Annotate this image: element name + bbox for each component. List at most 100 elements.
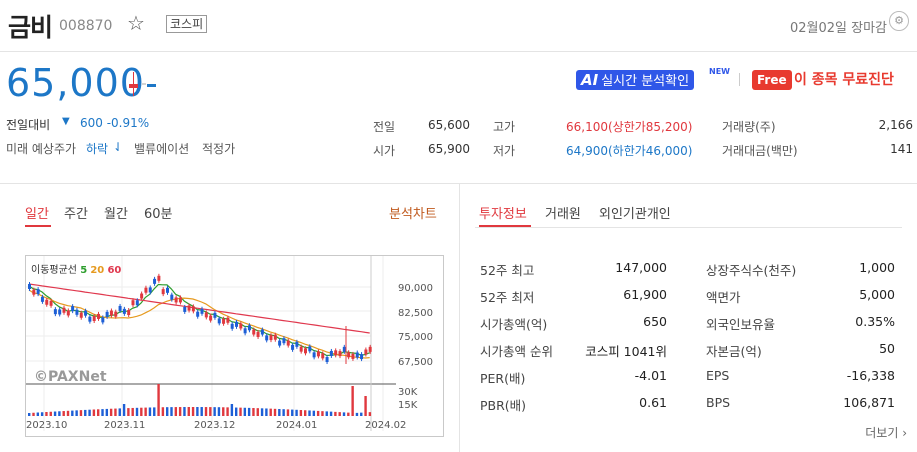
candle-body — [49, 300, 53, 306]
tab-invest-info[interactable]: 투자정보 — [479, 207, 527, 222]
volume-bar — [200, 407, 203, 416]
candle-body — [308, 346, 312, 352]
volume-bar — [79, 410, 83, 416]
candle-body — [127, 310, 131, 316]
chevron-right-icon: › — [902, 426, 907, 440]
candle-body — [187, 305, 191, 311]
candle-body — [304, 348, 307, 354]
star-icon[interactable]: ☆ — [127, 11, 145, 35]
invest-value: 0.35% — [855, 314, 895, 329]
invest-label: 52주 최고 — [480, 263, 535, 278]
candle-body — [28, 284, 31, 289]
moving-average-line — [28, 289, 370, 359]
candle-body — [166, 287, 169, 293]
candle-body — [148, 287, 152, 293]
y-tick: 82,500 — [398, 308, 433, 319]
tab-investor[interactable]: 외인기관개인 — [599, 207, 671, 222]
candle-body — [217, 318, 221, 324]
volume-bar — [355, 412, 359, 416]
candle-body — [45, 299, 49, 305]
moving-average-line — [28, 283, 370, 357]
candle-body — [135, 300, 139, 306]
volume-bar — [49, 411, 52, 416]
x-tick: 2023.11 — [104, 420, 146, 431]
volume-bar — [191, 407, 195, 416]
volume-bar — [351, 386, 354, 416]
volume-bar — [338, 412, 341, 416]
volume-bar — [247, 407, 251, 416]
candle-body — [36, 289, 40, 295]
tab-60min[interactable]: 60분 — [144, 207, 173, 222]
candle-body — [321, 353, 325, 359]
volume-value: 2,166 — [878, 118, 913, 132]
volume-bar — [316, 410, 320, 416]
candle-body — [338, 351, 342, 357]
new-badge: NEW — [709, 67, 730, 76]
valuation-value: 적정가 — [202, 142, 236, 156]
volume-bar — [347, 412, 350, 416]
volume-bar — [58, 411, 61, 416]
low-value: 64,900(하한가46,000) — [566, 144, 693, 158]
invest-value: 147,000 — [615, 260, 667, 275]
volume-bar — [144, 407, 147, 416]
volume-bar — [273, 408, 277, 416]
invest-label: 시가총액 순위 — [480, 344, 553, 359]
forecast-value[interactable]: 하락 — [86, 142, 109, 156]
price-chart[interactable]: ©PAXNet 이동평균선 5 20 60 90,000 82,500 75,0… — [25, 255, 444, 437]
change-value: 600 -0.91% — [80, 116, 150, 130]
open-label: 시가 — [373, 144, 396, 158]
volume-bar — [291, 409, 294, 416]
candle-body — [62, 307, 66, 313]
volume-bar — [217, 407, 221, 416]
tab-daily[interactable]: 일간 — [25, 207, 49, 222]
down-arrow-icon: ▼ — [62, 116, 70, 127]
volume-bar — [166, 407, 169, 416]
volume-bar — [161, 407, 165, 416]
candle-body — [325, 357, 329, 363]
volume-bar — [312, 410, 316, 416]
candle-body — [360, 354, 364, 360]
gear-icon[interactable]: ⚙ — [889, 11, 909, 31]
volume-bar — [204, 407, 208, 416]
free-badge[interactable]: Free — [752, 70, 792, 90]
y-tick: 90,000 — [398, 283, 433, 294]
amount-value: 141 — [890, 142, 913, 156]
tab-weekly[interactable]: 주간 — [64, 207, 88, 222]
y-tick: 75,000 — [398, 332, 433, 343]
x-tick: 2023.12 — [194, 420, 236, 431]
change-label: 전일대비 — [6, 118, 51, 132]
candle-body — [144, 287, 148, 293]
invest-value: 50 — [879, 341, 895, 356]
invest-value: 코스피 1041위 — [585, 344, 667, 359]
candle-body — [204, 312, 208, 318]
candle-body — [40, 296, 44, 302]
tab-monthly[interactable]: 월간 — [104, 207, 128, 222]
candle-body — [71, 306, 75, 312]
volume-bar — [342, 412, 346, 416]
more-link[interactable]: 더보기 › — [865, 426, 907, 440]
ma-legend: 이동평균선 5 20 60 — [31, 265, 122, 276]
ai-analysis-button[interactable]: AI 실시간 분석확인 — [576, 70, 695, 90]
volume-bar — [71, 410, 74, 416]
candle-body — [347, 352, 351, 358]
volume-bar — [222, 407, 225, 416]
volume-bar — [209, 407, 212, 416]
candle-body — [174, 297, 178, 303]
candle-body — [170, 294, 174, 300]
free-diagnosis-link[interactable]: 이 종목 무료진단 — [794, 72, 894, 88]
analysis-chart-link[interactable]: 분석차트 — [389, 207, 437, 222]
candle-body — [97, 313, 100, 319]
candle-body — [213, 312, 217, 318]
volume-bar — [364, 396, 367, 416]
volume-bar — [226, 407, 229, 416]
candle-body — [364, 349, 368, 355]
tab-brokers[interactable]: 거래원 — [545, 207, 581, 222]
stock-code: 008870 — [59, 18, 113, 34]
invest-value: 5,000 — [859, 287, 895, 302]
candle-body — [334, 350, 338, 356]
volume-bar — [329, 411, 333, 416]
invest-value: 1,000 — [859, 260, 895, 275]
candle-body — [196, 311, 200, 317]
candle-body — [84, 310, 88, 316]
candle-body — [230, 323, 234, 329]
